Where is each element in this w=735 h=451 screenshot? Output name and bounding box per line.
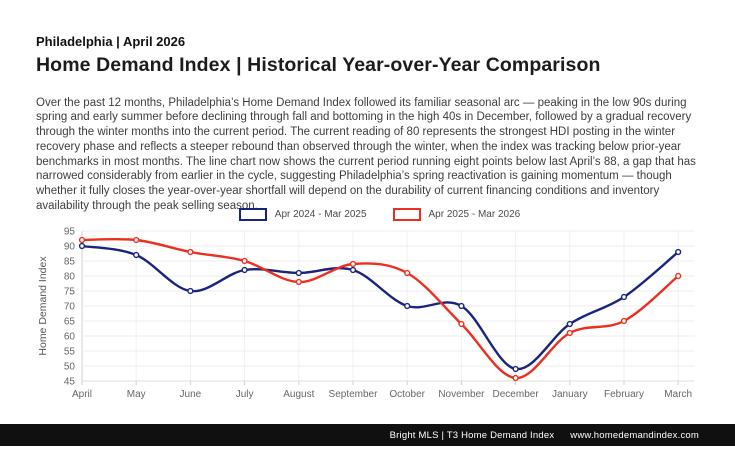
x-tick-label: November	[438, 389, 485, 400]
axis-label-layer: April May June July August September October No…	[64, 227, 692, 401]
data-point-marker	[620, 293, 628, 301]
legend-swatch-prior-year	[238, 208, 267, 221]
x-tick-label: September	[329, 389, 379, 400]
legend-item-prior-year[interactable]: Apr 2024 - Mar 2025	[238, 208, 367, 221]
report-eyebrow: Philadelphia | April 2026	[36, 34, 186, 49]
y-tick-label: 75	[64, 287, 76, 298]
x-tick-label: June	[180, 389, 202, 400]
footer-bar: Bright MLS | T3 Home Demand Index www.ho…	[0, 424, 735, 446]
data-point-marker	[675, 272, 682, 280]
x-tick-label: July	[236, 389, 254, 400]
data-point-marker	[675, 248, 682, 256]
y-axis-title: Home Demand Index	[37, 256, 49, 356]
data-point-marker	[349, 266, 357, 274]
y-tick-label: 55	[64, 347, 76, 358]
x-tick-label: April	[72, 389, 92, 400]
footer-url[interactable]: www.homedemandindex.com	[570, 429, 699, 441]
y-tick-label: 70	[64, 302, 76, 313]
series-line-current-year	[80, 237, 680, 380]
data-point-marker	[566, 329, 573, 337]
data-point-marker	[404, 269, 411, 277]
series-layer	[78, 236, 682, 382]
data-point-marker	[133, 236, 140, 244]
data-point-marker	[566, 320, 573, 328]
series-line-prior-year	[80, 244, 680, 371]
data-point-marker	[295, 278, 302, 286]
y-tick-label: 80	[64, 272, 76, 283]
legend-label-prior-year: Apr 2024 - Mar 2025	[274, 209, 367, 220]
data-point-marker	[458, 302, 465, 310]
data-point-marker	[133, 251, 140, 259]
data-point-marker	[295, 269, 302, 277]
data-point-marker	[78, 236, 86, 244]
x-tick-label: May	[127, 389, 146, 400]
chart-legend: Apr 2024 - Mar 2025 Apr 2025 - Mar 2026	[12, 208, 735, 221]
data-point-marker	[512, 365, 519, 373]
data-point-marker	[78, 242, 86, 250]
legend-swatch-current-year	[392, 208, 421, 221]
report-header: Philadelphia | April 2026 Home Demand In…	[36, 34, 706, 77]
y-tick-label: 60	[64, 332, 76, 343]
summary-paragraph: Over the past 12 months, Philadelphia’s …	[36, 96, 696, 213]
x-tick-label: January	[552, 389, 588, 400]
data-point-marker	[458, 320, 465, 328]
data-point-marker	[187, 287, 194, 295]
x-tick-label: February	[604, 389, 644, 400]
x-tick-label: March	[664, 389, 692, 400]
data-point-marker	[404, 302, 411, 310]
data-point-marker	[620, 317, 628, 325]
x-tick-label: August	[283, 389, 314, 400]
y-tick-label: 90	[64, 242, 76, 253]
page-title: Home Demand Index | Historical Year-over…	[36, 53, 601, 76]
x-tick-label: December	[493, 389, 540, 400]
data-point-marker	[349, 260, 357, 268]
y-tick-label: 45	[64, 377, 76, 388]
data-point-marker	[241, 266, 248, 274]
data-point-marker	[187, 248, 194, 256]
data-point-marker	[512, 374, 519, 382]
legend-label-current-year: Apr 2025 - Mar 2026	[428, 209, 521, 220]
data-point-marker	[241, 257, 248, 265]
grid-layer	[81, 230, 695, 385]
x-tick-label: October	[389, 389, 425, 400]
y-tick-label: 85	[64, 257, 76, 268]
legend-item-current-year[interactable]: Apr 2025 - Mar 2026	[392, 208, 521, 221]
y-tick-label: 65	[64, 317, 76, 328]
y-tick-label: 50	[64, 362, 76, 373]
y-tick-label: 95	[64, 227, 76, 238]
footer-brand: Bright MLS | T3 Home Demand Index	[389, 429, 555, 441]
